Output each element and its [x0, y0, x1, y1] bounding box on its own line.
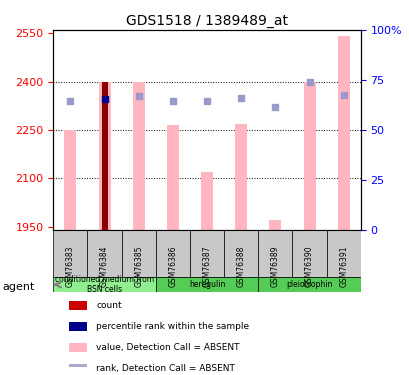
Bar: [337, 36, 349, 230]
FancyBboxPatch shape: [292, 230, 326, 277]
FancyBboxPatch shape: [155, 230, 189, 277]
Bar: [235, 123, 247, 230]
FancyBboxPatch shape: [53, 277, 155, 292]
Text: percentile rank within the sample: percentile rank within the sample: [96, 322, 249, 331]
Bar: [133, 82, 144, 230]
Bar: [166, 125, 178, 230]
Bar: [69, 364, 87, 373]
FancyBboxPatch shape: [155, 277, 258, 292]
Text: pleiotrophin: pleiotrophin: [285, 280, 332, 289]
Bar: [200, 172, 213, 230]
Text: agent: agent: [2, 282, 34, 292]
FancyBboxPatch shape: [121, 230, 155, 277]
Text: GSM76386: GSM76386: [168, 246, 177, 287]
Text: heregulin: heregulin: [189, 280, 225, 289]
Bar: [69, 343, 87, 352]
Bar: [69, 301, 87, 310]
Bar: [69, 322, 87, 331]
FancyBboxPatch shape: [224, 230, 258, 277]
Bar: [303, 82, 315, 230]
Title: GDS1518 / 1389489_at: GDS1518 / 1389489_at: [126, 13, 288, 28]
Text: GSM76383: GSM76383: [66, 246, 75, 287]
FancyBboxPatch shape: [326, 230, 360, 277]
FancyBboxPatch shape: [53, 230, 87, 277]
Text: GSM76391: GSM76391: [338, 246, 347, 287]
Text: GSM76389: GSM76389: [270, 246, 279, 287]
Text: GSM76387: GSM76387: [202, 246, 211, 287]
Text: GSM76385: GSM76385: [134, 246, 143, 287]
Text: GSM76384: GSM76384: [100, 246, 109, 287]
Text: rank, Detection Call = ABSENT: rank, Detection Call = ABSENT: [96, 364, 235, 373]
FancyBboxPatch shape: [189, 230, 224, 277]
Bar: [64, 130, 76, 230]
Bar: [101, 82, 107, 230]
Bar: [269, 220, 281, 230]
Text: GSM76388: GSM76388: [236, 246, 245, 287]
Bar: [98, 82, 110, 230]
Text: value, Detection Call = ABSENT: value, Detection Call = ABSENT: [96, 343, 239, 352]
FancyBboxPatch shape: [258, 277, 360, 292]
Text: GSM76390: GSM76390: [304, 246, 313, 287]
Text: conditioned medium from
BSN cells: conditioned medium from BSN cells: [55, 275, 154, 294]
FancyBboxPatch shape: [87, 230, 121, 277]
FancyBboxPatch shape: [258, 230, 292, 277]
Text: count: count: [96, 301, 122, 310]
